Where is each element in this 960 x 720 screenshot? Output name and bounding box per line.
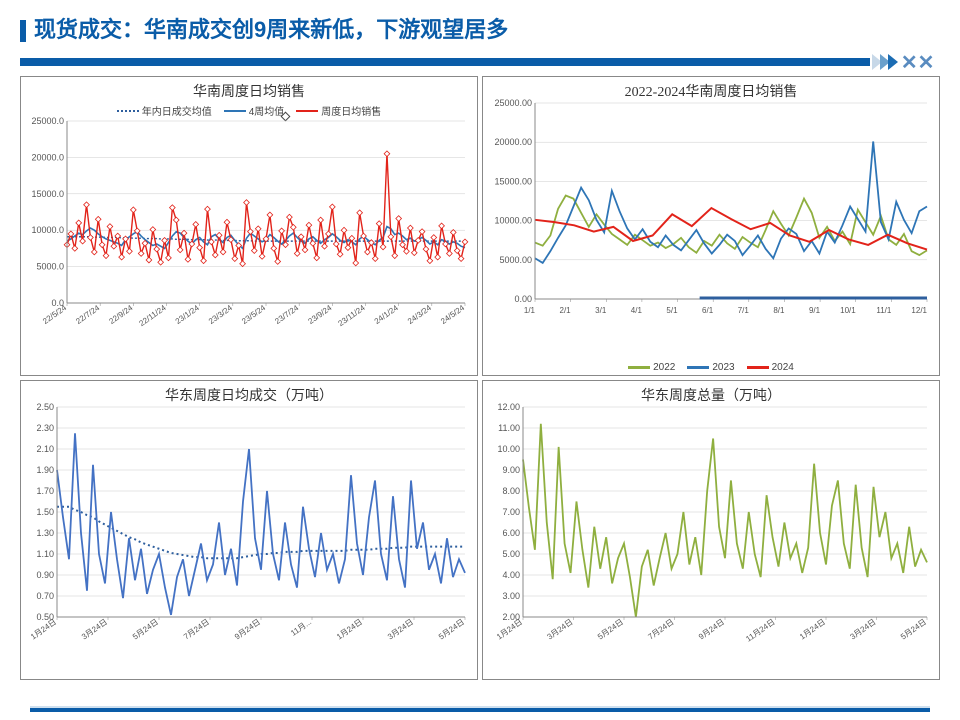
chart-huadong-total: 华东周度总量（万吨） 2.003.004.005.006.007.008.009…	[482, 380, 940, 680]
svg-text:15000.0: 15000.0	[31, 189, 64, 199]
legend-item: 2022	[628, 362, 675, 373]
legend-item: 2023	[687, 362, 734, 373]
svg-text:1.90: 1.90	[36, 465, 54, 475]
svg-text:9.00: 9.00	[502, 465, 520, 475]
svg-text:1.10: 1.10	[36, 549, 54, 559]
svg-text:9/1: 9/1	[809, 306, 821, 315]
svg-text:7.00: 7.00	[502, 507, 520, 517]
svg-text:9月24日: 9月24日	[697, 617, 726, 641]
svg-text:24/1/24: 24/1/24	[373, 303, 400, 326]
svg-text:1.50: 1.50	[36, 507, 54, 517]
svg-text:4.00: 4.00	[502, 570, 520, 580]
svg-text:23/5/24: 23/5/24	[240, 303, 267, 326]
logo-icon: ✕✕	[895, 50, 940, 75]
svg-text:22/9/24: 22/9/24	[107, 303, 134, 326]
svg-text:5月24日: 5月24日	[899, 617, 928, 641]
svg-text:1.30: 1.30	[36, 528, 54, 538]
svg-text:23/1/24: 23/1/24	[174, 303, 201, 326]
svg-text:22/7/24: 22/7/24	[74, 303, 101, 326]
svg-text:3/1: 3/1	[595, 306, 607, 315]
svg-text:5月24日: 5月24日	[437, 617, 466, 641]
legend-item: 周度日均销售	[296, 103, 381, 118]
svg-text:20000.00: 20000.00	[494, 137, 532, 147]
svg-text:2/1: 2/1	[560, 306, 572, 315]
svg-text:11.00: 11.00	[498, 423, 520, 433]
svg-text:0.70: 0.70	[36, 591, 54, 601]
svg-text:1/1: 1/1	[524, 306, 536, 315]
chart-grid: 华南周度日均销售 年内日成交均值4周均值周度日均销售 0.05000.01000…	[0, 70, 960, 680]
svg-text:10000.0: 10000.0	[31, 225, 64, 235]
svg-text:8/1: 8/1	[773, 306, 785, 315]
svg-text:3月24日: 3月24日	[545, 617, 574, 641]
svg-text:6.00: 6.00	[502, 528, 520, 538]
svg-text:23/9/24: 23/9/24	[306, 303, 333, 326]
svg-text:0.00: 0.00	[514, 294, 532, 304]
svg-text:2.30: 2.30	[36, 423, 54, 433]
chart-canvas: 2.003.004.005.006.007.008.009.0010.0011.…	[485, 403, 933, 661]
svg-text:7月24日: 7月24日	[182, 617, 211, 641]
footer-divider	[30, 708, 930, 712]
svg-text:24/5/24: 24/5/24	[439, 303, 466, 326]
chart-canvas: 0.05000.010000.015000.020000.025000.022/…	[23, 117, 471, 345]
svg-text:20000.0: 20000.0	[31, 152, 64, 162]
legend-item: 2024	[747, 362, 794, 373]
svg-text:7/1: 7/1	[738, 306, 750, 315]
svg-text:0.90: 0.90	[36, 570, 54, 580]
svg-text:5月24日: 5月24日	[596, 617, 625, 641]
svg-text:3.00: 3.00	[502, 591, 520, 601]
svg-text:12/1: 12/1	[911, 306, 927, 315]
legend-item: 4周均值	[224, 103, 285, 118]
svg-text:1月24日: 1月24日	[335, 617, 364, 641]
svg-text:7月24日: 7月24日	[646, 617, 675, 641]
chart-canvas: 0.500.700.901.101.301.501.701.902.102.30…	[23, 403, 471, 661]
svg-text:11月...: 11月...	[289, 617, 313, 638]
chart-title: 华南周度日均销售	[21, 77, 477, 103]
header-divider	[20, 52, 940, 70]
svg-text:9月24日: 9月24日	[233, 617, 262, 641]
svg-text:5.00: 5.00	[502, 549, 520, 559]
svg-text:3月24日: 3月24日	[848, 617, 877, 641]
svg-text:2.50: 2.50	[36, 402, 54, 412]
svg-text:25000.0: 25000.0	[31, 116, 64, 126]
svg-text:10.00: 10.00	[497, 444, 520, 454]
chart-legend: 年内日成交均值 4周均值周度日均销售	[21, 103, 477, 118]
chart-huadong-avg: 华东周度日均成交（万吨） 0.500.700.901.101.301.501.7…	[20, 380, 478, 680]
chart-huanan-2022-2024: 2022-2024华南周度日均销售 0.005000.0010000.00150…	[482, 76, 940, 376]
svg-text:25000.00: 25000.00	[494, 98, 532, 108]
svg-text:3月24日: 3月24日	[386, 617, 415, 641]
svg-text:11月24日: 11月24日	[744, 617, 776, 643]
svg-text:23/11/24: 23/11/24	[336, 303, 367, 328]
svg-text:12.00: 12.00	[497, 402, 520, 412]
svg-text:10000.00: 10000.00	[494, 216, 532, 226]
svg-text:8.00: 8.00	[502, 486, 520, 496]
svg-text:4/1: 4/1	[631, 306, 643, 315]
chart-huanan-weekly: 华南周度日均销售 年内日成交均值4周均值周度日均销售 0.05000.01000…	[20, 76, 478, 376]
svg-text:5/1: 5/1	[666, 306, 678, 315]
svg-text:6/1: 6/1	[702, 306, 714, 315]
svg-text:10/1: 10/1	[840, 306, 856, 315]
svg-text:15000.00: 15000.00	[494, 176, 532, 186]
svg-text:24/3/24: 24/3/24	[406, 303, 433, 326]
svg-text:23/7/24: 23/7/24	[273, 303, 300, 326]
svg-text:23/3/24: 23/3/24	[207, 303, 234, 326]
svg-text:11/1: 11/1	[876, 306, 892, 315]
svg-text:5000.00: 5000.00	[499, 255, 532, 265]
svg-text:5月24日: 5月24日	[131, 617, 160, 641]
svg-text:2.10: 2.10	[36, 444, 54, 454]
svg-text:1月24日: 1月24日	[798, 617, 827, 641]
svg-text:22/11/24: 22/11/24	[137, 303, 168, 328]
page-title: 现货成交：华南成交创9周来新低，下游观望居多	[20, 12, 940, 44]
legend-item: 年内日成交均值	[117, 103, 212, 118]
chart-canvas: 0.00 5000.00 10000.00 15000.00 20000.00 25000…	[485, 99, 933, 331]
svg-text:3月24日: 3月24日	[80, 617, 109, 641]
page-header: 现货成交：华南成交创9周来新低，下游观望居多	[0, 0, 960, 52]
svg-text:1.70: 1.70	[36, 486, 54, 496]
svg-text:5000.0: 5000.0	[36, 262, 64, 272]
chart-legend: 2022 2023 2024	[483, 362, 939, 373]
